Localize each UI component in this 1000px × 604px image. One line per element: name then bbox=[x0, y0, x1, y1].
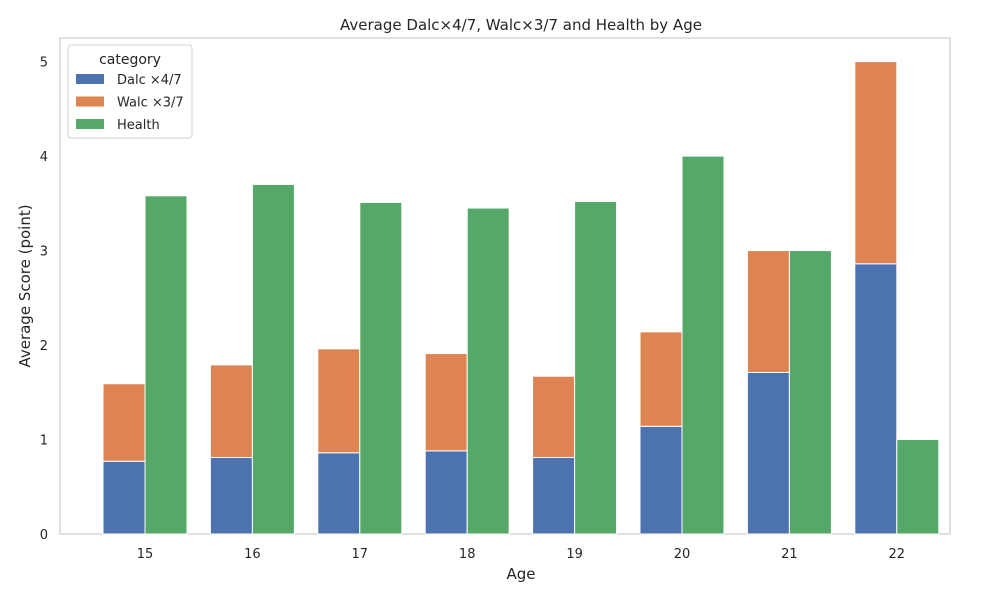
y-tick-label: 3 bbox=[40, 245, 48, 260]
legend-swatch bbox=[76, 96, 104, 107]
bar-health-22 bbox=[896, 439, 940, 535]
x-tick-label: 15 bbox=[137, 547, 154, 562]
bar-dalc-4-7-20 bbox=[639, 425, 683, 535]
bars-layer bbox=[102, 61, 940, 535]
legend-label: Health bbox=[117, 118, 160, 133]
chart-title: Average Dalc×4/7, Walc×3/7 and Health by… bbox=[340, 16, 702, 34]
bar-walc-3-7-19 bbox=[532, 375, 576, 458]
legend-title: category bbox=[99, 52, 161, 68]
x-tick-label: 19 bbox=[566, 547, 583, 562]
x-tick-label: 18 bbox=[459, 547, 476, 562]
y-axis-label: Average Score (point) bbox=[16, 204, 34, 367]
bar-health-20 bbox=[681, 155, 725, 535]
bar-walc-3-7-20 bbox=[639, 331, 683, 427]
y-tick-label: 5 bbox=[40, 56, 48, 71]
bar-dalc-4-7-16 bbox=[209, 456, 253, 535]
legend: category Dalc ×4/7 Walc ×3/7 Health bbox=[67, 44, 193, 139]
bar-health-19 bbox=[574, 200, 618, 535]
bar-health-18 bbox=[466, 207, 510, 535]
bar-dalc-4-7-17 bbox=[317, 452, 361, 535]
bar-dalc-4-7-18 bbox=[424, 450, 468, 535]
bar-health-16 bbox=[251, 183, 295, 535]
x-tick-label: 17 bbox=[352, 547, 369, 562]
bar-walc-3-7-16 bbox=[209, 364, 253, 458]
x-axis-ticks: 15 16 17 18 19 20 21 22 bbox=[137, 547, 905, 562]
y-axis-ticks: 0 1 2 3 4 5 bbox=[40, 56, 48, 543]
bar-health-15 bbox=[144, 195, 188, 535]
legend-box bbox=[67, 44, 193, 139]
legend-label: Walc ×3/7 bbox=[117, 96, 184, 111]
bar-dalc-4-7-22 bbox=[854, 263, 898, 535]
bar-walc-3-7-17 bbox=[317, 348, 361, 454]
y-tick-label: 2 bbox=[40, 339, 48, 354]
bar-walc-3-7-15 bbox=[102, 383, 146, 462]
bar-dalc-4-7-21 bbox=[746, 371, 790, 535]
bar-health-21 bbox=[788, 250, 832, 535]
y-tick-label: 4 bbox=[40, 150, 48, 165]
bar-dalc-4-7-15 bbox=[102, 460, 146, 535]
bar-walc-3-7-22 bbox=[854, 61, 898, 265]
x-tick-label: 16 bbox=[244, 547, 261, 562]
x-axis-label: Age bbox=[506, 565, 535, 583]
bar-health-17 bbox=[359, 201, 403, 535]
x-tick-label: 21 bbox=[781, 547, 798, 562]
x-tick-label: 20 bbox=[674, 547, 691, 562]
y-tick-label: 0 bbox=[40, 528, 48, 543]
legend-swatch bbox=[76, 119, 104, 129]
y-tick-label: 1 bbox=[40, 434, 48, 449]
bar-walc-3-7-21 bbox=[746, 250, 790, 373]
x-tick-label: 22 bbox=[889, 547, 906, 562]
bar-dalc-4-7-19 bbox=[532, 456, 576, 535]
bar-walc-3-7-18 bbox=[424, 353, 468, 452]
legend-swatch bbox=[76, 74, 104, 84]
legend-label: Dalc ×4/7 bbox=[117, 73, 182, 88]
